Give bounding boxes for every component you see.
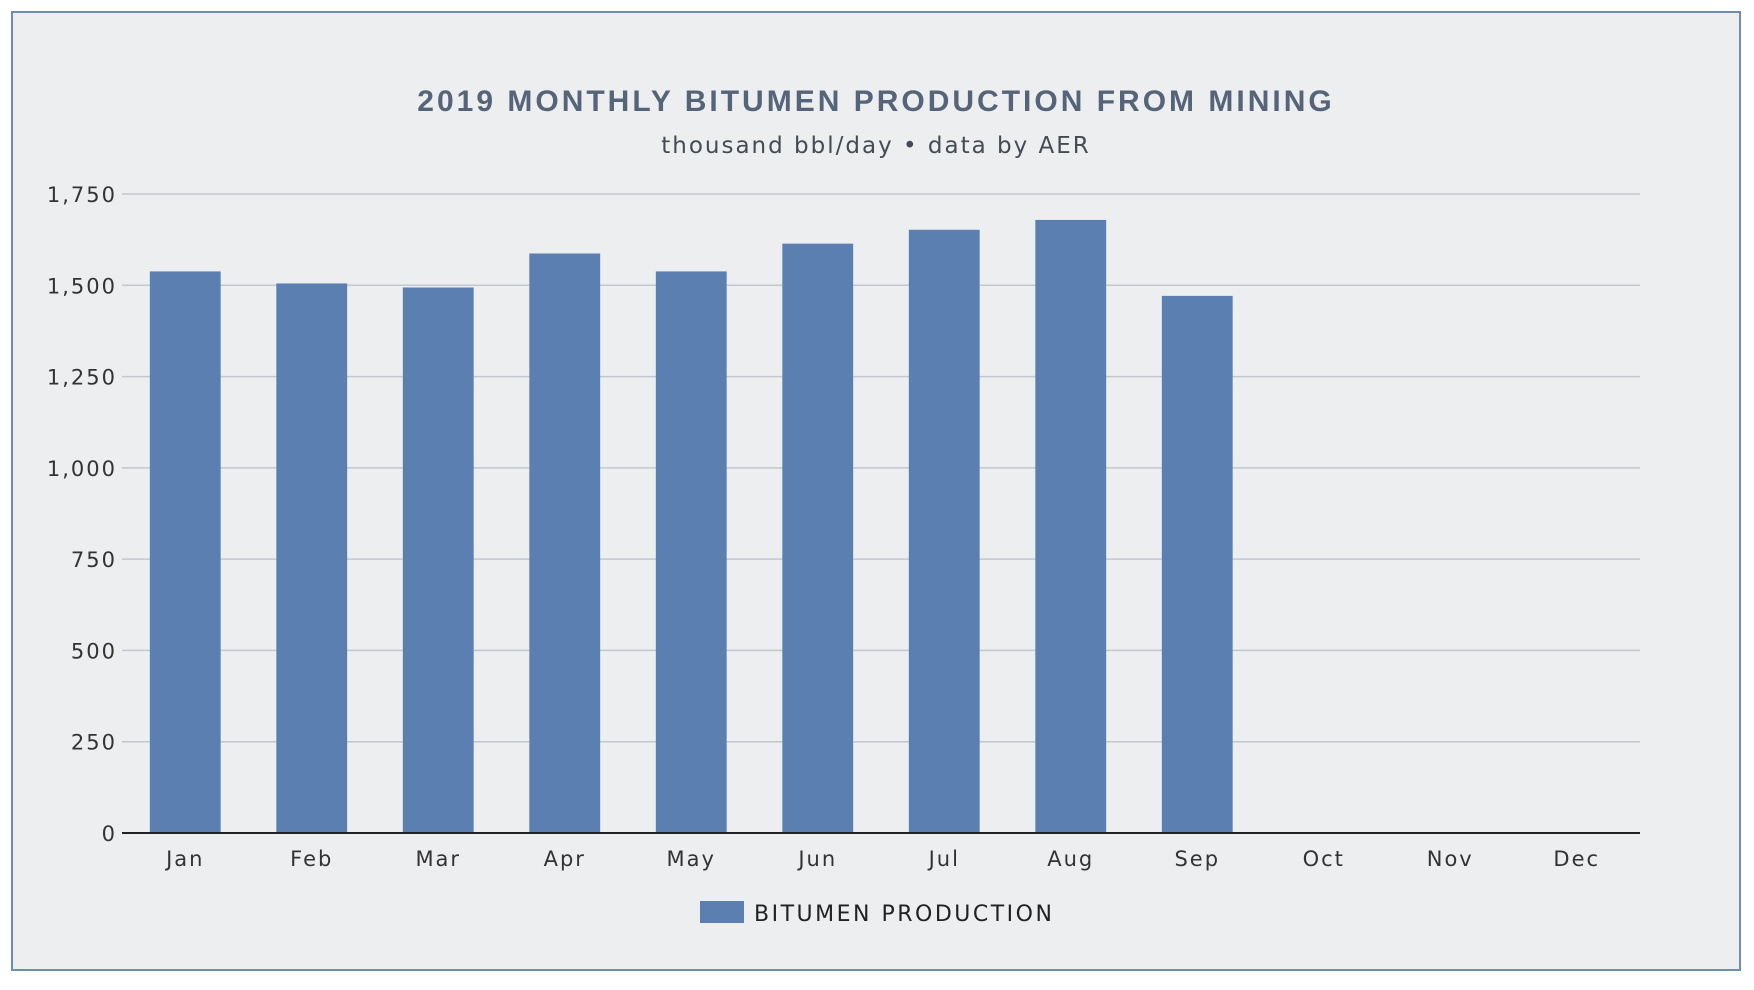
chart-subtitle: thousand bbl/day • data by AER [661, 133, 1091, 159]
chart-title: 2019 MONTHLY BITUMEN PRODUCTION FROM MIN… [417, 85, 1335, 118]
chart-container: 2019 MONTHLY BITUMEN PRODUCTION FROM MIN… [11, 11, 1741, 971]
